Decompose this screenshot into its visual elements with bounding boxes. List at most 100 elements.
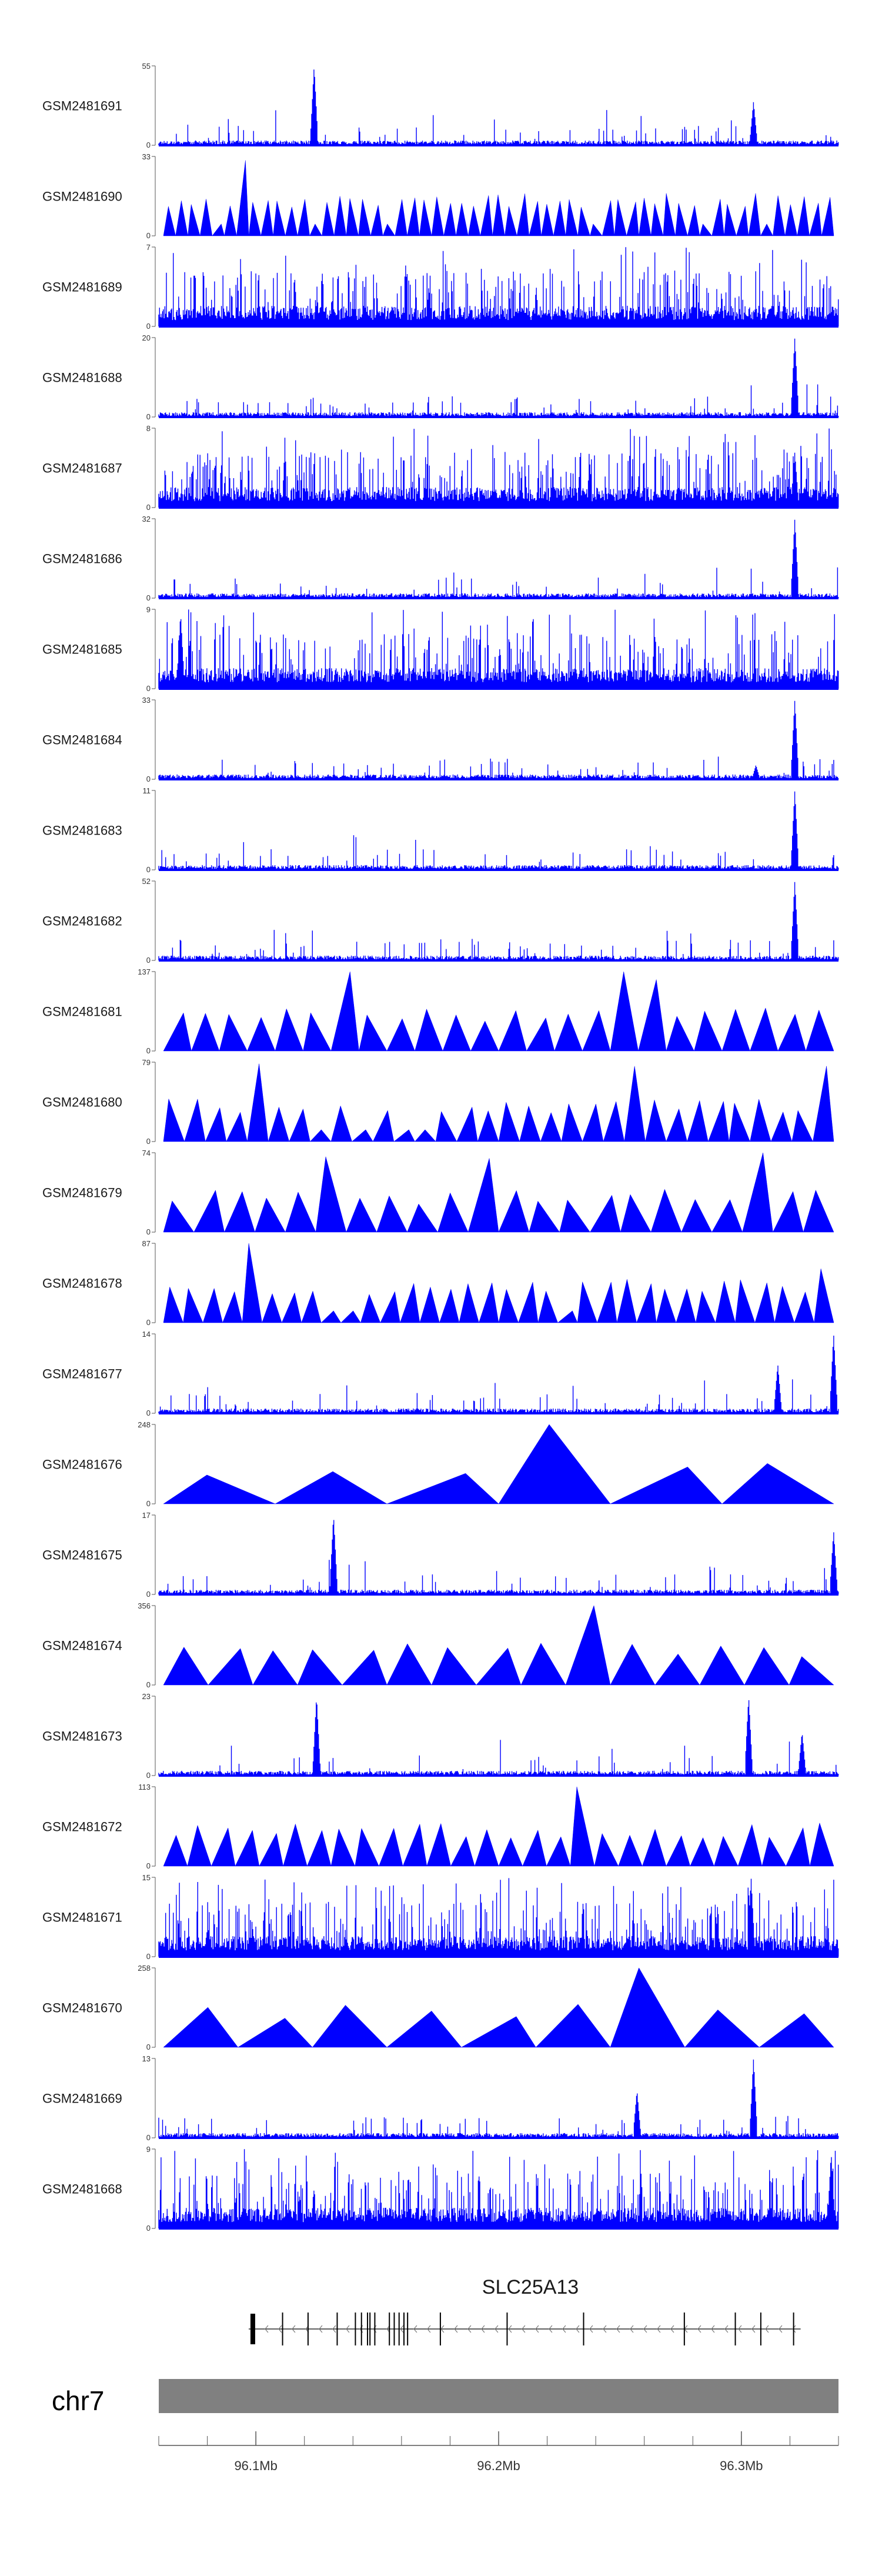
strand-arrow: [616, 2325, 620, 2333]
y-axis-min-label: 0: [146, 231, 151, 240]
y-axis-max-label: 11: [143, 786, 151, 795]
chromosome-band: [159, 2379, 838, 2413]
y-axis-max-label: 113: [138, 1783, 151, 1791]
strand-arrow: [440, 2325, 445, 2333]
strand-arrow: [454, 2325, 458, 2333]
axis-tick-label: 96.3Mb: [720, 2458, 763, 2473]
track-name: GSM2481675: [42, 1548, 122, 1563]
y-axis-min-label: 0: [146, 1952, 151, 1961]
y-axis-max-label: 33: [142, 696, 151, 705]
signal-area: [163, 1786, 834, 1867]
y-axis-max-label: 13: [142, 2054, 151, 2063]
signal-bars: [158, 882, 839, 960]
y-axis-min-label: 0: [146, 412, 151, 421]
gene-label: SLC25A13: [482, 2276, 579, 2298]
signal-bars: [158, 2059, 839, 2138]
y-axis-min-label: 0: [146, 2043, 151, 2051]
signal-area: [163, 1605, 834, 1686]
signal-bars: [158, 1878, 839, 1957]
strand-arrow: [319, 2325, 323, 2333]
strand-arrow: [292, 2325, 296, 2333]
track-gsm2481674: GSM2481674 356 0: [42, 1601, 834, 1689]
signal-area: [163, 1063, 834, 1142]
y-axis-max-label: 137: [138, 967, 151, 976]
y-axis-min-label: 0: [146, 2133, 151, 2142]
signal-tracks: GSM2481691550GSM2481690330GSM248168970GS…: [42, 62, 839, 2233]
track-gsm2481688: GSM2481688 20 0: [42, 333, 839, 421]
y-axis-min-label: 0: [146, 1499, 151, 1508]
y-axis-min-label: 0: [146, 1861, 151, 1870]
track-gsm2481685: GSM2481685 9 0: [42, 605, 839, 693]
y-axis-min-label: 0: [146, 1590, 151, 1599]
strand-arrow: [751, 2325, 756, 2333]
y-axis-max-label: 258: [138, 1964, 151, 1973]
track-gsm2481679: GSM2481679 74 0: [42, 1149, 834, 1236]
track-gsm2481689: GSM2481689 7 0: [42, 243, 839, 331]
y-axis-min-label: 0: [146, 593, 151, 602]
track-name: GSM2481683: [42, 823, 122, 838]
track-name: GSM2481684: [42, 733, 122, 748]
y-axis-max-label: 14: [142, 1330, 151, 1339]
y-axis-max-label: 87: [142, 1239, 151, 1248]
strand-arrow: [400, 2325, 404, 2333]
track-name: GSM2481680: [42, 1095, 122, 1110]
strand-arrow: [346, 2325, 350, 2333]
y-axis-min-label: 0: [146, 1046, 151, 1055]
strand-arrow: [535, 2325, 539, 2333]
y-axis-max-label: 33: [142, 152, 151, 161]
y-axis-min-label: 0: [146, 1137, 151, 1146]
strand-arrow: [603, 2325, 607, 2333]
track-gsm2481686: GSM2481686 32 0: [42, 515, 839, 602]
y-axis-max-label: 74: [142, 1149, 151, 1157]
track-gsm2481684: GSM2481684 33 0: [42, 696, 839, 783]
strand-arrow: [765, 2325, 769, 2333]
track-name: GSM2481677: [42, 1367, 122, 1382]
track-name: GSM2481672: [42, 1820, 122, 1834]
signal-area: [163, 971, 834, 1052]
strand-arrow: [697, 2325, 701, 2333]
y-axis-max-label: 17: [142, 1511, 151, 1520]
track-name: GSM2481669: [42, 2091, 122, 2106]
track-name: GSM2481679: [42, 1186, 122, 1200]
strand-arrow: [522, 2325, 526, 2333]
y-axis-min-label: 0: [146, 1771, 151, 1780]
signal-bars: [158, 791, 839, 870]
y-axis-min-label: 0: [146, 1680, 151, 1689]
strand-arrow: [643, 2325, 647, 2333]
y-axis-min-label: 0: [146, 141, 151, 149]
track-gsm2481676: GSM2481676 248 0: [42, 1420, 834, 1508]
y-axis-max-label: 23: [142, 1692, 151, 1701]
strand-arrow: [332, 2325, 336, 2333]
y-axis-max-label: 8: [146, 424, 151, 433]
strand-arrow: [549, 2325, 553, 2333]
signal-bars: [158, 247, 839, 326]
track-name: GSM2481668: [42, 2182, 122, 2197]
y-axis-max-label: 55: [142, 62, 151, 71]
strand-arrow: [413, 2325, 417, 2333]
y-axis-min-label: 0: [146, 956, 151, 965]
signal-bars: [158, 69, 839, 145]
track-gsm2481677: GSM2481677 14 0: [42, 1330, 839, 1417]
strand-arrow: [576, 2325, 580, 2333]
gene-structure: [248, 2313, 801, 2345]
track-name: GSM2481688: [42, 371, 122, 385]
track-name: GSM2481681: [42, 1005, 122, 1019]
y-axis-min-label: 0: [146, 503, 151, 512]
track-name: GSM2481686: [42, 552, 122, 566]
signal-area: [163, 1967, 834, 2048]
track-gsm2481670: GSM2481670 258 0: [42, 1964, 834, 2051]
track-gsm2481683: GSM2481683 11 0: [42, 786, 839, 874]
chromosome-ideogram: chr7: [52, 2379, 838, 2416]
genomic-axis: 96.1Mb 96.2Mb 96.3Mb: [158, 2431, 839, 2473]
track-gsm2481687: GSM2481687 8 0: [42, 424, 839, 512]
signal-bars: [158, 609, 839, 689]
signal-bars: [158, 2149, 839, 2228]
track-name: GSM2481689: [42, 280, 122, 295]
strand-arrow: [711, 2325, 715, 2333]
y-axis-max-label: 79: [142, 1058, 151, 1067]
strand-arrow: [724, 2325, 729, 2333]
y-axis-min-label: 0: [146, 1318, 151, 1327]
y-axis-max-label: 248: [138, 1420, 151, 1429]
signal-bars: [158, 519, 839, 598]
